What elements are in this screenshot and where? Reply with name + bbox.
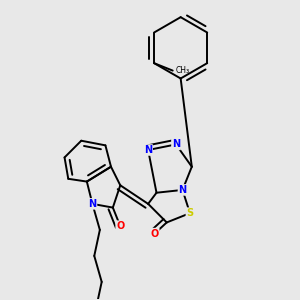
Text: O: O — [151, 229, 159, 238]
Text: O: O — [116, 221, 124, 231]
Text: N: N — [172, 140, 180, 149]
Text: S: S — [186, 208, 194, 218]
Text: N: N — [178, 185, 187, 195]
Text: N: N — [144, 145, 152, 155]
Text: CH₃: CH₃ — [176, 66, 190, 75]
Text: N: N — [88, 199, 97, 209]
